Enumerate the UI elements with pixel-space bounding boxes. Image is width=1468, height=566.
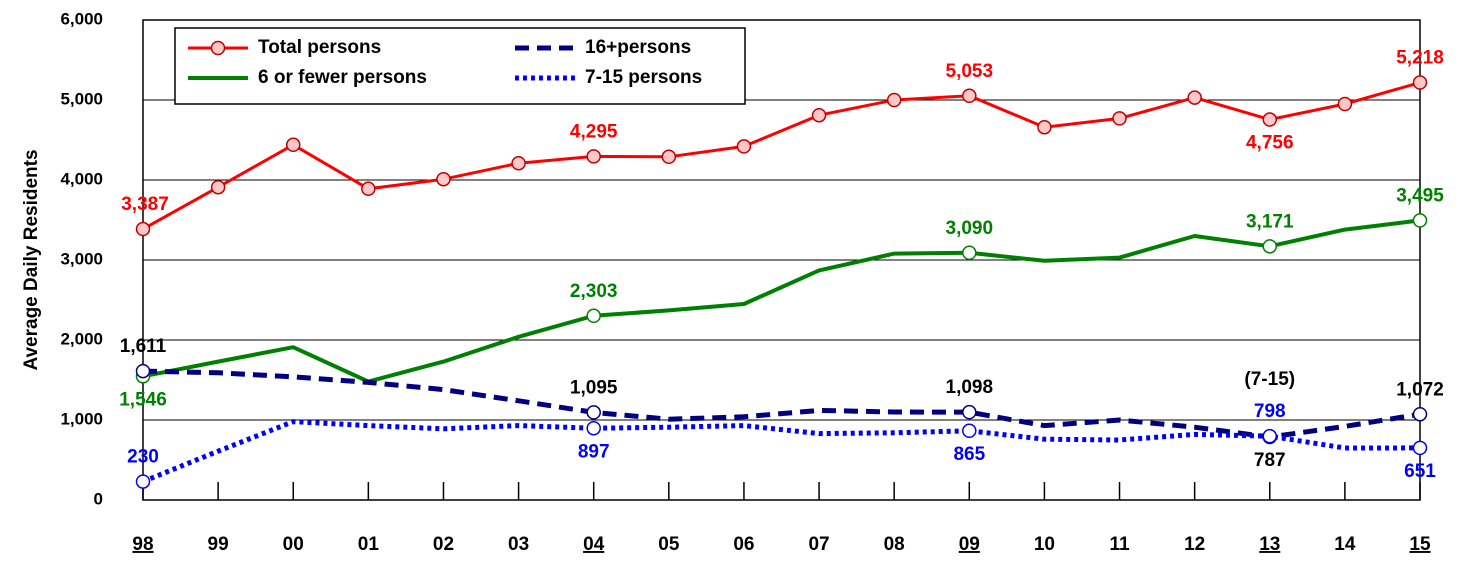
data-point: [811, 107, 827, 123]
data-point: [736, 139, 752, 154]
x-tick-label: 01: [358, 534, 380, 555]
data-point: [1337, 96, 1353, 112]
x-tick-label: 10: [1034, 534, 1055, 555]
x-tick-label: 99: [208, 534, 229, 555]
data-point: [962, 404, 977, 420]
data-point: [1412, 213, 1428, 228]
legend-box: [174, 27, 746, 105]
x-tick-label: 04: [583, 534, 605, 555]
data-point: [1037, 119, 1052, 135]
data-label: 3,387: [121, 194, 169, 215]
legend-label: 7-15 persons: [585, 67, 702, 88]
legend-label: 6 or fewer persons: [258, 67, 427, 88]
data-label: 798: [1254, 401, 1286, 422]
series-line: [142, 419, 1421, 484]
data-point: [661, 149, 677, 165]
data-point: [1112, 111, 1127, 126]
x-tick-label: 03: [508, 534, 529, 555]
data-label: 1,611: [120, 336, 167, 357]
data-label: 1,546: [119, 389, 167, 410]
data-point: [135, 221, 151, 237]
data-label: 1,095: [570, 377, 618, 398]
data-point: [210, 179, 226, 195]
data-point: [1412, 75, 1428, 90]
legend-label: 16+persons: [585, 37, 691, 58]
data-point: [1262, 239, 1278, 254]
data-point: [1412, 440, 1428, 456]
data-point: [962, 423, 977, 439]
data-point: [962, 245, 977, 261]
y-axis-title: Average Daily Residents: [21, 149, 42, 370]
x-tick-label: 07: [808, 534, 829, 555]
data-point: [586, 420, 601, 436]
y-tick-label: 3,000: [60, 249, 103, 268]
data-label: 651: [1404, 461, 1436, 482]
data-label: 1,072: [1396, 379, 1444, 400]
x-tick-label: 05: [658, 534, 680, 555]
data-label: 3,171: [1246, 211, 1294, 232]
data-point: [285, 137, 301, 153]
y-tick-label: 4,000: [60, 169, 103, 188]
legend-label: Total persons: [258, 37, 381, 58]
data-point: [135, 363, 151, 379]
x-tick-label: 09: [959, 534, 980, 555]
data-label: 3,090: [946, 218, 994, 239]
x-tick-label: 15: [1409, 534, 1431, 555]
data-point: [962, 88, 977, 104]
data-point: [135, 474, 151, 489]
data-label: 4,295: [570, 121, 618, 142]
data-label: 2,303: [570, 281, 618, 302]
data-point: [511, 155, 526, 171]
x-tick-label: 13: [1259, 534, 1280, 555]
y-tick-label: 6,000: [60, 9, 103, 28]
data-point: [886, 92, 902, 108]
x-tick-label: 14: [1334, 534, 1356, 555]
data-point: [361, 181, 376, 197]
x-tick-label: 02: [433, 534, 454, 555]
data-label: 787: [1254, 450, 1286, 471]
annotation: (7-15): [1244, 369, 1295, 390]
data-point: [1262, 112, 1278, 127]
legend-marker: [210, 40, 226, 56]
x-tick-label: 98: [132, 534, 153, 555]
data-label: 897: [578, 441, 610, 462]
data-point: [586, 149, 601, 164]
data-label: 230: [127, 447, 159, 468]
data-label: 1,098: [946, 377, 994, 398]
data-label: 5,218: [1396, 48, 1444, 69]
data-point: [586, 405, 601, 420]
data-point: [436, 171, 451, 187]
data-label: 865: [953, 444, 985, 465]
data-label: 4,756: [1246, 133, 1294, 154]
data-label: 3,495: [1396, 185, 1444, 206]
x-tick-label: 12: [1184, 534, 1205, 555]
data-point: [1187, 90, 1202, 105]
data-point: [1262, 428, 1278, 444]
y-tick-label: 1,000: [60, 409, 103, 428]
series-line: [142, 368, 1421, 440]
data-label: 5,053: [946, 61, 994, 82]
x-tick-label: 11: [1109, 534, 1130, 555]
data-point: [586, 308, 601, 324]
series-line: [142, 81, 1421, 231]
y-tick-label: 0: [94, 489, 103, 508]
plot-frame: [142, 19, 1421, 501]
y-tick-label: 5,000: [60, 89, 103, 108]
data-point: [1412, 406, 1428, 422]
x-tick-label: 00: [283, 534, 304, 555]
series-line: [142, 218, 1421, 384]
x-tick-label: 06: [733, 534, 754, 555]
x-tick-label: 08: [884, 534, 905, 555]
y-tick-label: 2,000: [60, 329, 103, 348]
